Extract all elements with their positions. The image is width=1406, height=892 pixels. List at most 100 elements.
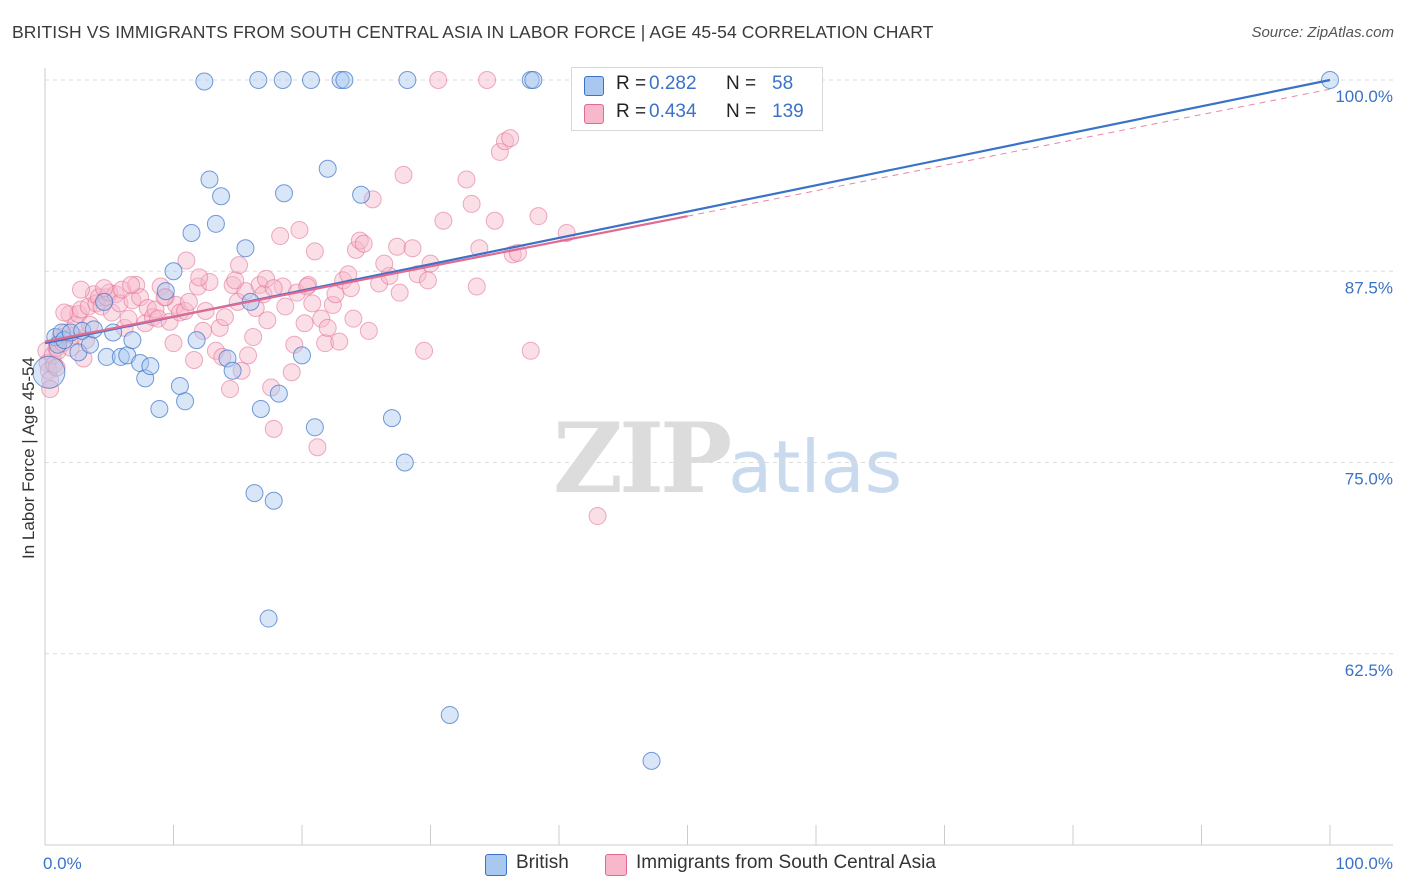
data-point-immigrants bbox=[429, 71, 448, 89]
legend-label: British bbox=[516, 852, 569, 873]
data-point-immigrants bbox=[359, 321, 378, 340]
data-point-british bbox=[123, 331, 142, 350]
data-point-immigrants bbox=[403, 239, 422, 258]
data-point-immigrants bbox=[344, 309, 363, 328]
data-point-british bbox=[245, 484, 264, 503]
data-point-british bbox=[141, 357, 160, 376]
data-point-british bbox=[80, 335, 99, 354]
data-point-british bbox=[275, 184, 294, 203]
y-tick-label: 62.5% bbox=[1345, 661, 1393, 680]
data-point-immigrants bbox=[588, 507, 607, 526]
data-point-immigrants bbox=[271, 227, 290, 246]
n-label: N = bbox=[726, 73, 757, 94]
data-point-british bbox=[382, 409, 401, 428]
data-point-immigrants bbox=[127, 276, 146, 295]
data-point-immigrants bbox=[164, 334, 183, 353]
data-point-immigrants bbox=[485, 211, 504, 230]
data-point-british bbox=[200, 170, 219, 189]
data-point-immigrants bbox=[210, 318, 229, 337]
data-point-immigrants bbox=[185, 350, 204, 369]
data-point-british bbox=[269, 384, 288, 403]
data-point-british bbox=[398, 71, 417, 89]
data-point-british bbox=[273, 71, 292, 89]
data-point-british bbox=[301, 71, 320, 89]
trend-lines bbox=[44, 78, 1331, 345]
data-point-british bbox=[249, 71, 268, 89]
x-tick-label: 0.0% bbox=[43, 854, 82, 873]
data-point-british bbox=[251, 399, 270, 418]
data-point-immigrants bbox=[312, 309, 331, 328]
data-point-british bbox=[32, 355, 66, 389]
immigrants-swatch bbox=[605, 854, 627, 876]
data-point-immigrants bbox=[478, 71, 497, 89]
data-point-immigrants bbox=[521, 341, 540, 360]
data-point-british bbox=[95, 292, 114, 311]
data-point-british bbox=[195, 72, 214, 91]
data-point-immigrants bbox=[221, 380, 240, 399]
data-point-immigrants bbox=[462, 194, 481, 213]
trend-line-immigrants bbox=[44, 215, 688, 343]
data-point-immigrants bbox=[434, 211, 453, 230]
data-point-immigrants bbox=[316, 334, 335, 353]
n-value: 58 bbox=[772, 73, 794, 94]
data-point-immigrants bbox=[388, 237, 407, 256]
data-point-british bbox=[395, 453, 414, 472]
data-point-british bbox=[642, 751, 661, 770]
data-point-immigrants bbox=[496, 132, 515, 151]
data-point-british bbox=[176, 392, 195, 411]
data-point-british bbox=[156, 282, 175, 301]
data-point-immigrants bbox=[55, 303, 74, 322]
data-point-immigrants bbox=[318, 318, 337, 337]
data-point-immigrants bbox=[179, 292, 198, 311]
data-point-immigrants bbox=[305, 242, 324, 261]
y-tick-label: 100.0% bbox=[1335, 87, 1393, 106]
data-point-immigrants bbox=[230, 256, 249, 275]
data-point-british bbox=[187, 331, 206, 350]
data-point-british bbox=[212, 187, 231, 206]
legend-label: Immigrants from South Central Asia bbox=[636, 852, 936, 873]
data-point-immigrants bbox=[490, 142, 509, 161]
data-point-british bbox=[182, 224, 201, 242]
y-tick-label: 87.5% bbox=[1345, 278, 1393, 297]
data-point-british bbox=[236, 239, 255, 258]
data-point-immigrants bbox=[290, 220, 309, 239]
data-point-british bbox=[352, 185, 371, 204]
data-point-immigrants bbox=[239, 346, 258, 365]
data-point-immigrants bbox=[41, 380, 60, 399]
data-point-immigrants bbox=[467, 277, 486, 296]
data-point-british bbox=[97, 347, 116, 366]
x-tick-label: 100.0% bbox=[1335, 854, 1393, 873]
data-point-british bbox=[305, 418, 324, 437]
data-point-immigrants bbox=[190, 268, 209, 287]
data-point-immigrants bbox=[415, 341, 434, 360]
data-point-immigrants bbox=[390, 283, 409, 302]
data-point-british bbox=[524, 71, 543, 89]
data-point-immigrants bbox=[131, 288, 150, 307]
data-point-immigrants bbox=[47, 358, 66, 377]
data-point-british bbox=[264, 491, 283, 510]
axes bbox=[44, 68, 1393, 846]
data-point-immigrants bbox=[276, 297, 295, 316]
data-point-british bbox=[335, 71, 354, 89]
data-point-immigrants bbox=[226, 271, 245, 290]
british-swatch bbox=[584, 76, 604, 96]
data-point-immigrants bbox=[177, 251, 196, 270]
data-point-immigrants bbox=[308, 438, 327, 457]
data-point-british bbox=[259, 609, 278, 628]
data-point-british bbox=[331, 71, 350, 89]
data-point-british bbox=[223, 361, 242, 380]
data-point-british bbox=[293, 346, 311, 365]
y-axis-label: In Labor Force | Age 45-54 bbox=[19, 357, 38, 559]
r-label: R = bbox=[616, 73, 647, 94]
data-point-british bbox=[440, 705, 459, 724]
data-point-immigrants bbox=[119, 309, 138, 328]
data-point-immigrants bbox=[501, 129, 520, 148]
immigrants-swatch bbox=[584, 104, 604, 124]
data-point-british bbox=[318, 159, 337, 178]
series-immigrants-points bbox=[37, 71, 607, 526]
data-point-immigrants bbox=[95, 279, 114, 298]
data-point-immigrants bbox=[155, 288, 174, 307]
source-credit: Source: ZipAtlas.com bbox=[1251, 24, 1394, 41]
data-point-british bbox=[206, 214, 225, 233]
